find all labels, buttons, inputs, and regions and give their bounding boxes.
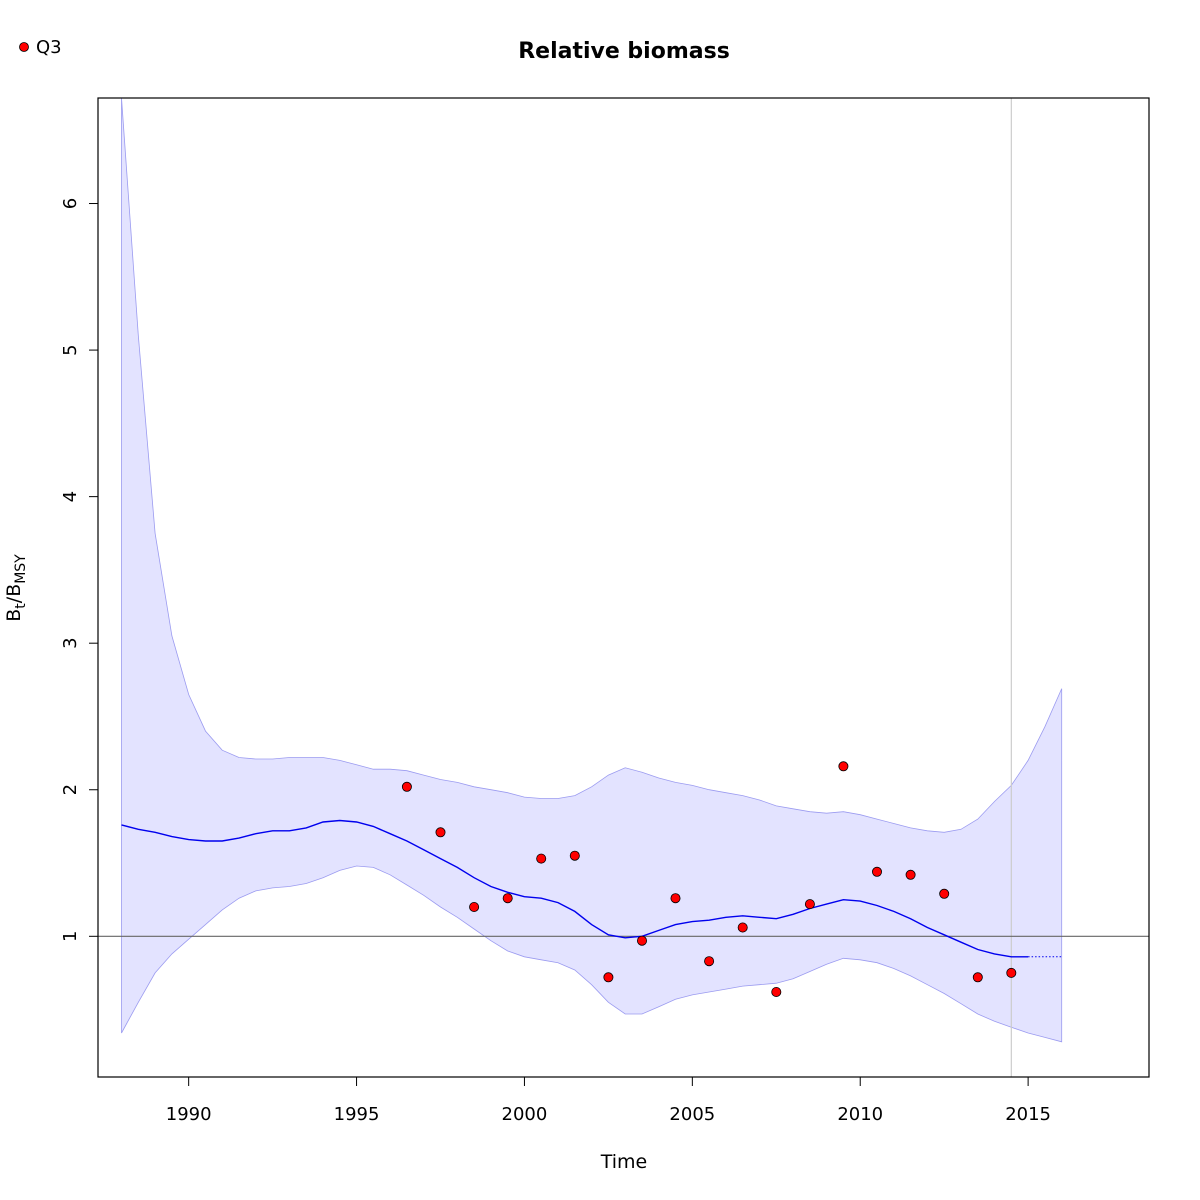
chart-title: Relative biomass — [518, 39, 730, 64]
data-point-q3 — [469, 902, 480, 913]
y-axis-title-sub-msy: MSY — [13, 554, 29, 584]
data-point-q3 — [637, 935, 648, 946]
data-point-q3 — [435, 827, 446, 838]
data-point-q3 — [603, 972, 614, 983]
y-axis-title-main: B — [3, 609, 25, 622]
data-point-q3 — [536, 853, 547, 864]
x-axis-title: Time — [600, 1151, 648, 1173]
x-tick-label: 2015 — [1005, 1104, 1051, 1125]
data-point-q3 — [838, 761, 849, 772]
y-tick-label: 2 — [60, 784, 81, 795]
x-axis: 1990 1995 2000 2005 2010 2015 — [166, 1076, 1051, 1125]
y-tick-label: 6 — [60, 198, 81, 209]
y-axis-title-sep: /B — [3, 584, 25, 603]
data-point-q3 — [704, 956, 715, 967]
estimate-line — [121, 819, 1029, 958]
data-point-q3 — [939, 888, 950, 899]
legend-label-q3: Q3 — [36, 37, 62, 58]
data-point-q3 — [401, 781, 412, 792]
legend-marker-q3 — [19, 42, 29, 52]
data-point-q3 — [1006, 967, 1017, 978]
x-tick-label: 1995 — [334, 1104, 380, 1125]
y-tick-label: 4 — [60, 491, 81, 502]
plot-layer — [98, 97, 1149, 1077]
legend: Q3 — [19, 37, 62, 58]
data-point-q3 — [569, 850, 580, 861]
y-axis-title: Bt/BMSY — [3, 554, 29, 622]
data-point-q3 — [905, 869, 916, 880]
x-tick-label: 2005 — [669, 1104, 715, 1125]
y-axis: 1 2 3 4 5 6 — [60, 198, 99, 942]
data-point-q3 — [502, 893, 513, 904]
data-point-q3 — [670, 893, 681, 904]
x-tick-label: 2000 — [502, 1104, 548, 1125]
confidence-band — [121, 97, 1063, 1043]
y-tick-label: 5 — [60, 344, 81, 355]
data-point-q3 — [872, 866, 883, 877]
data-point-q3 — [972, 972, 983, 983]
data-point-q3 — [804, 899, 815, 910]
x-tick-label: 2010 — [837, 1104, 883, 1125]
data-point-q3 — [737, 922, 748, 933]
y-axis-title-sub-t: t — [13, 603, 29, 609]
x-tick-label: 1990 — [166, 1104, 212, 1125]
data-point-q3 — [771, 987, 782, 998]
y-tick-label: 3 — [60, 637, 81, 648]
y-tick-label: 1 — [60, 931, 81, 942]
